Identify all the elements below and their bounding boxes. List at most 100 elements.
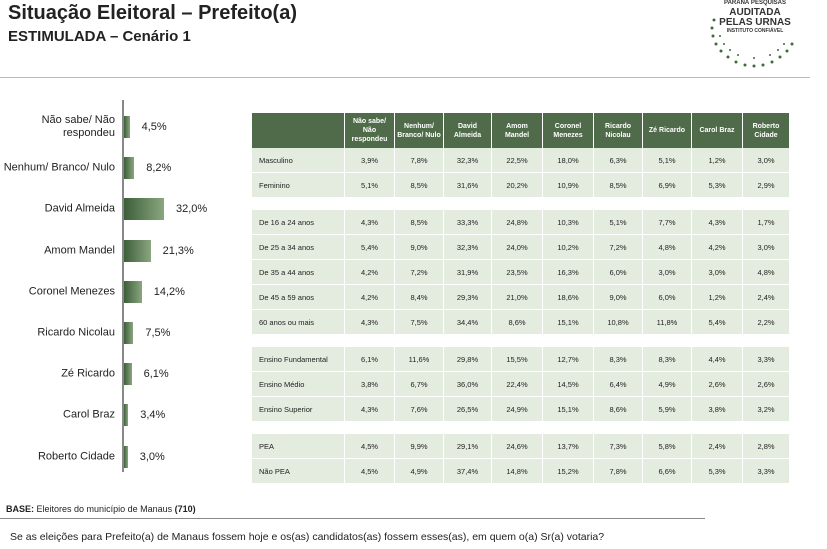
subtitle: ESTIMULADA – Cenário 1 xyxy=(8,28,191,45)
cell: 6,1% xyxy=(345,347,395,372)
cell: 7,6% xyxy=(395,397,444,422)
cell: 22,4% xyxy=(492,372,543,397)
row-label: Feminino xyxy=(252,173,345,198)
cell: 7,7% xyxy=(643,210,692,235)
value-label: 3,0% xyxy=(139,450,165,463)
cell: 5,4% xyxy=(345,235,395,260)
value-label: 8,2% xyxy=(146,162,172,175)
base-label: BASE: xyxy=(6,504,35,514)
cell: 4,2% xyxy=(692,235,743,260)
cell: 4,8% xyxy=(743,260,790,285)
cell: 7,8% xyxy=(594,459,643,484)
header-cell: Zé Ricardo xyxy=(643,113,692,148)
category-label: Coronel Menezes xyxy=(28,285,115,298)
cell: 24,8% xyxy=(492,210,543,235)
cell: 2,8% xyxy=(743,434,790,459)
cell: 20,2% xyxy=(492,173,543,198)
cell: 32,3% xyxy=(444,148,492,173)
cell: 10,3% xyxy=(543,210,594,235)
cell: 5,1% xyxy=(643,148,692,173)
cell: 1,2% xyxy=(692,285,743,310)
bar xyxy=(124,322,134,344)
cell: 8,4% xyxy=(395,285,444,310)
category-label: Não sabe/ Não respondeu xyxy=(41,114,115,139)
axis-line xyxy=(122,100,124,472)
row-label: Ensino Fundamental xyxy=(252,347,345,372)
cell: 9,0% xyxy=(395,235,444,260)
cell: 3,2% xyxy=(743,397,790,422)
cell: 3,0% xyxy=(743,235,790,260)
bar xyxy=(124,404,129,427)
value-label: 3,4% xyxy=(140,409,166,422)
header-cell: Roberto Cidade xyxy=(743,113,790,148)
cell: 29,1% xyxy=(444,434,492,459)
header-cell: Não sabe/ Não respondeu xyxy=(345,113,395,148)
cell: 31,9% xyxy=(444,260,492,285)
cell: 15,1% xyxy=(543,310,594,335)
value-label: 32,0% xyxy=(176,203,208,216)
row-label: De 25 a 34 anos xyxy=(252,235,345,260)
header-cell: Nenhum/ Branco/ Nulo xyxy=(395,113,444,148)
cell: 8,6% xyxy=(594,397,643,422)
bar xyxy=(124,280,142,303)
cell: 10,2% xyxy=(543,235,594,260)
header-cell: Amom Mandel xyxy=(492,113,543,148)
cell: 8,3% xyxy=(594,347,643,372)
cell: 7,2% xyxy=(395,260,444,285)
cell: 3,3% xyxy=(743,459,790,484)
cell: 4,3% xyxy=(345,210,395,235)
question: Se as eleições para Prefeito(a) de Manau… xyxy=(10,531,605,543)
logo-text: INSTITUTO CONFIÁVEL xyxy=(726,28,784,34)
cell: 4,9% xyxy=(395,459,444,484)
cell: 4,8% xyxy=(643,235,692,260)
bar xyxy=(124,157,135,180)
cell: 7,3% xyxy=(594,434,643,459)
category-label: Carol Braz xyxy=(63,408,115,421)
cell: 8,5% xyxy=(395,173,444,198)
cell: 6,6% xyxy=(643,459,692,484)
row-label: De 35 a 44 anos xyxy=(252,260,345,285)
row-label: Não PEA xyxy=(252,459,345,484)
row-label: PEA xyxy=(252,434,345,459)
cell: 10,8% xyxy=(594,310,643,335)
footer-line xyxy=(0,518,705,519)
base-n: (710) xyxy=(174,504,196,514)
row-label: De 45 a 59 anos xyxy=(252,285,345,310)
category-label: Amom Mandel xyxy=(44,244,115,257)
cell: 3,3% xyxy=(743,347,790,372)
row-label: 60 anos ou mais xyxy=(252,310,345,335)
cell: 9,0% xyxy=(594,285,643,310)
separator xyxy=(0,77,810,78)
row-label: Masculino xyxy=(252,148,345,173)
cell: 6,7% xyxy=(395,372,444,397)
cell: 4,5% xyxy=(345,459,395,484)
value-label: 6,1% xyxy=(143,368,169,381)
cell: 1,2% xyxy=(692,148,743,173)
cell: 24,9% xyxy=(492,397,543,422)
value-label: 21,3% xyxy=(162,244,194,257)
cell: 3,0% xyxy=(743,148,790,173)
cell: 15,2% xyxy=(543,459,594,484)
cell: 26,5% xyxy=(444,397,492,422)
cell: 6,0% xyxy=(594,260,643,285)
cell: 7,5% xyxy=(395,310,444,335)
cell: 13,7% xyxy=(543,434,594,459)
title: Situação Eleitoral – Prefeito(a) xyxy=(8,2,297,24)
bar xyxy=(124,198,164,221)
cell: 9,9% xyxy=(395,434,444,459)
cell: 5,3% xyxy=(692,173,743,198)
cell: 29,8% xyxy=(444,347,492,372)
cell: 3,9% xyxy=(345,148,395,173)
bar xyxy=(124,239,151,262)
cell: 8,5% xyxy=(395,210,444,235)
logo-text: PARANÁ PESQUISAS xyxy=(724,0,786,6)
cell: 3,8% xyxy=(345,372,395,397)
cell: 29,3% xyxy=(444,285,492,310)
logo-text: AUDITADA xyxy=(729,7,781,18)
cell: 18,6% xyxy=(543,285,594,310)
cell: 2,9% xyxy=(743,173,790,198)
cell: 2,4% xyxy=(743,285,790,310)
header-cell: Carol Braz xyxy=(692,113,743,148)
cell: 8,6% xyxy=(492,310,543,335)
